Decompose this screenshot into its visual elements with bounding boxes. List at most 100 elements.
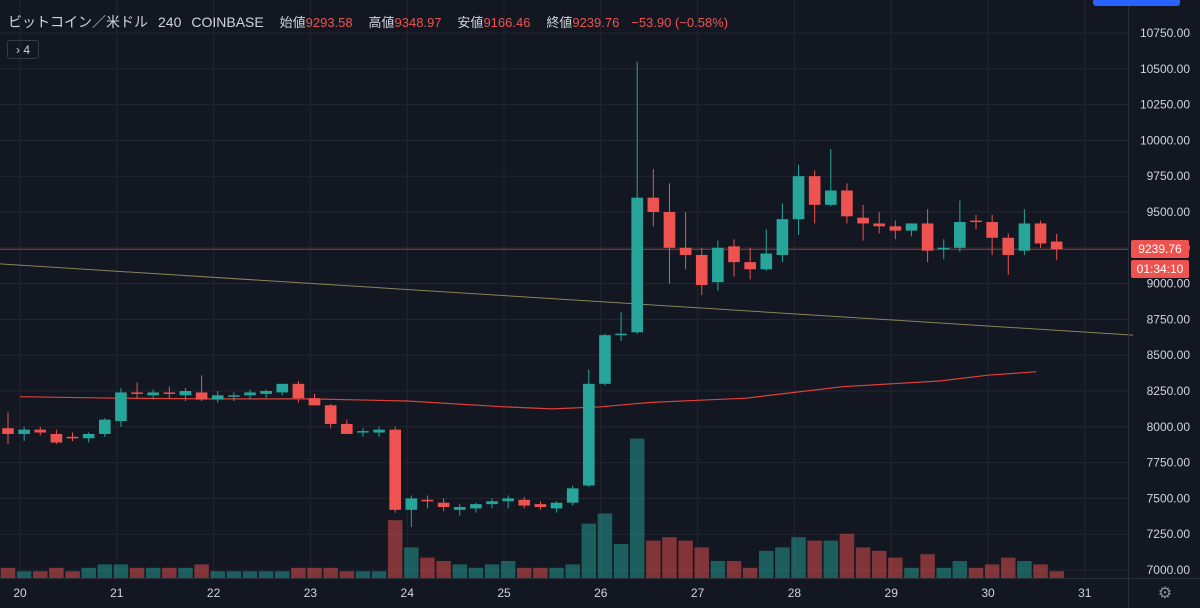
low-value: 9166.46 <box>483 15 531 30</box>
volume-bar <box>275 571 290 578</box>
grid-lines <box>0 0 1128 578</box>
candle-body <box>824 190 837 205</box>
candle-body <box>695 254 708 286</box>
volume-bar <box>355 571 371 578</box>
volume-bar <box>823 540 839 578</box>
volume-bar <box>726 561 742 578</box>
volume-bar <box>291 567 306 578</box>
volume-bar <box>16 571 32 578</box>
candle-body <box>163 392 176 394</box>
candle-body <box>421 499 434 502</box>
close-label: 終値 <box>546 15 573 30</box>
candle-body <box>808 176 821 205</box>
countdown-badge: 01:34:10 <box>1131 260 1189 279</box>
volume-bar <box>871 550 887 578</box>
x-tick-label: 20 <box>13 586 27 600</box>
x-tick-label: 29 <box>885 586 899 600</box>
high-label: 高値 <box>368 15 395 30</box>
candle-body <box>66 436 79 439</box>
volume-bar <box>904 567 919 578</box>
volume-bar <box>371 571 387 578</box>
candle-body <box>405 498 418 510</box>
x-tick-label: 30 <box>981 586 995 600</box>
x-tick-label: 21 <box>110 586 124 600</box>
moving-average-line <box>19 371 1037 410</box>
candle-body <box>211 395 224 400</box>
candle-body <box>98 419 111 434</box>
y-tick-label: 10750.00 <box>1140 26 1190 40</box>
candle-body <box>663 212 676 248</box>
candle-body <box>324 405 337 424</box>
change-value: −53.90 (−0.58%) <box>631 15 729 30</box>
volume-bar <box>791 537 806 578</box>
volume-bar <box>49 567 64 578</box>
low-label: 安値 <box>457 15 484 30</box>
volume-bar <box>581 523 597 578</box>
exchange-name: COINBASE <box>191 14 264 30</box>
candle-body <box>308 398 321 406</box>
x-tick-label: 22 <box>207 586 221 600</box>
high-value: 9348.97 <box>394 15 442 30</box>
volume-bar <box>210 571 225 578</box>
candle-body <box>389 429 402 510</box>
y-tick-label: 9500.00 <box>1147 205 1191 219</box>
candle-body <box>1002 237 1015 255</box>
volume-bar <box>629 438 645 578</box>
open-label: 始値 <box>279 15 306 30</box>
y-tick-label: 9000.00 <box>1147 277 1191 291</box>
volume-bar <box>420 557 435 578</box>
candle-body <box>970 220 982 223</box>
candle-body <box>921 223 934 251</box>
volume-bar <box>339 571 355 578</box>
candle-body <box>582 383 595 486</box>
volume-bar <box>662 537 677 578</box>
volume-bar <box>855 547 871 578</box>
candle-body <box>357 431 369 433</box>
x-tick-label: 27 <box>691 586 705 600</box>
candle-body <box>1018 223 1031 251</box>
candle-body <box>534 504 547 507</box>
gear-icon[interactable]: ⚙ <box>1157 585 1173 602</box>
candle-body <box>292 383 305 399</box>
volume-bar <box>97 564 113 578</box>
volume-bar <box>113 564 129 578</box>
candle-body <box>744 262 756 270</box>
volume-bar <box>694 547 709 578</box>
x-tick-label: 31 <box>1078 586 1092 600</box>
indicator-toggle-button[interactable]: › 4 <box>7 40 39 59</box>
volume-bar <box>678 540 693 578</box>
candles <box>2 61 1063 528</box>
volume-bar <box>129 567 145 578</box>
candle-body <box>179 391 192 396</box>
symbol-name[interactable]: ビットコイン／米ドル <box>8 14 148 30</box>
candle-body <box>550 502 563 509</box>
volume-bar <box>952 561 968 578</box>
volume-bar <box>533 567 548 578</box>
volume-bar <box>1017 561 1032 578</box>
volume-bar <box>517 567 532 578</box>
last-price-badge: 9239.76 <box>1131 240 1189 259</box>
candle-body <box>937 247 950 250</box>
candle-body <box>18 429 30 434</box>
x-tick-label: 24 <box>401 586 415 600</box>
candle-body <box>615 333 627 336</box>
volume-bar <box>258 571 274 578</box>
price-axis: 10750.00 10500.00 10250.00 10000.00 9750.00 9… <box>1128 0 1191 608</box>
volume-bar <box>968 567 984 578</box>
candle-body <box>679 247 692 255</box>
volume-bar <box>500 561 516 578</box>
volume-bar <box>387 520 403 578</box>
timeframe: 240 <box>158 14 182 30</box>
volume-bar <box>436 561 451 578</box>
toolbar-accent <box>1093 0 1180 6</box>
y-tick-label: 8250.00 <box>1147 384 1191 398</box>
candle-body <box>373 429 385 433</box>
candle-body <box>34 429 47 433</box>
volume-bar <box>565 564 580 578</box>
candle-body <box>147 392 160 396</box>
volume-bar <box>65 571 80 578</box>
candle-body <box>2 428 14 434</box>
y-tick-label: 10250.00 <box>1140 98 1190 112</box>
time-axis: 20 21 22 23 24 25 26 27 28 29 30 31 <box>0 578 1200 600</box>
